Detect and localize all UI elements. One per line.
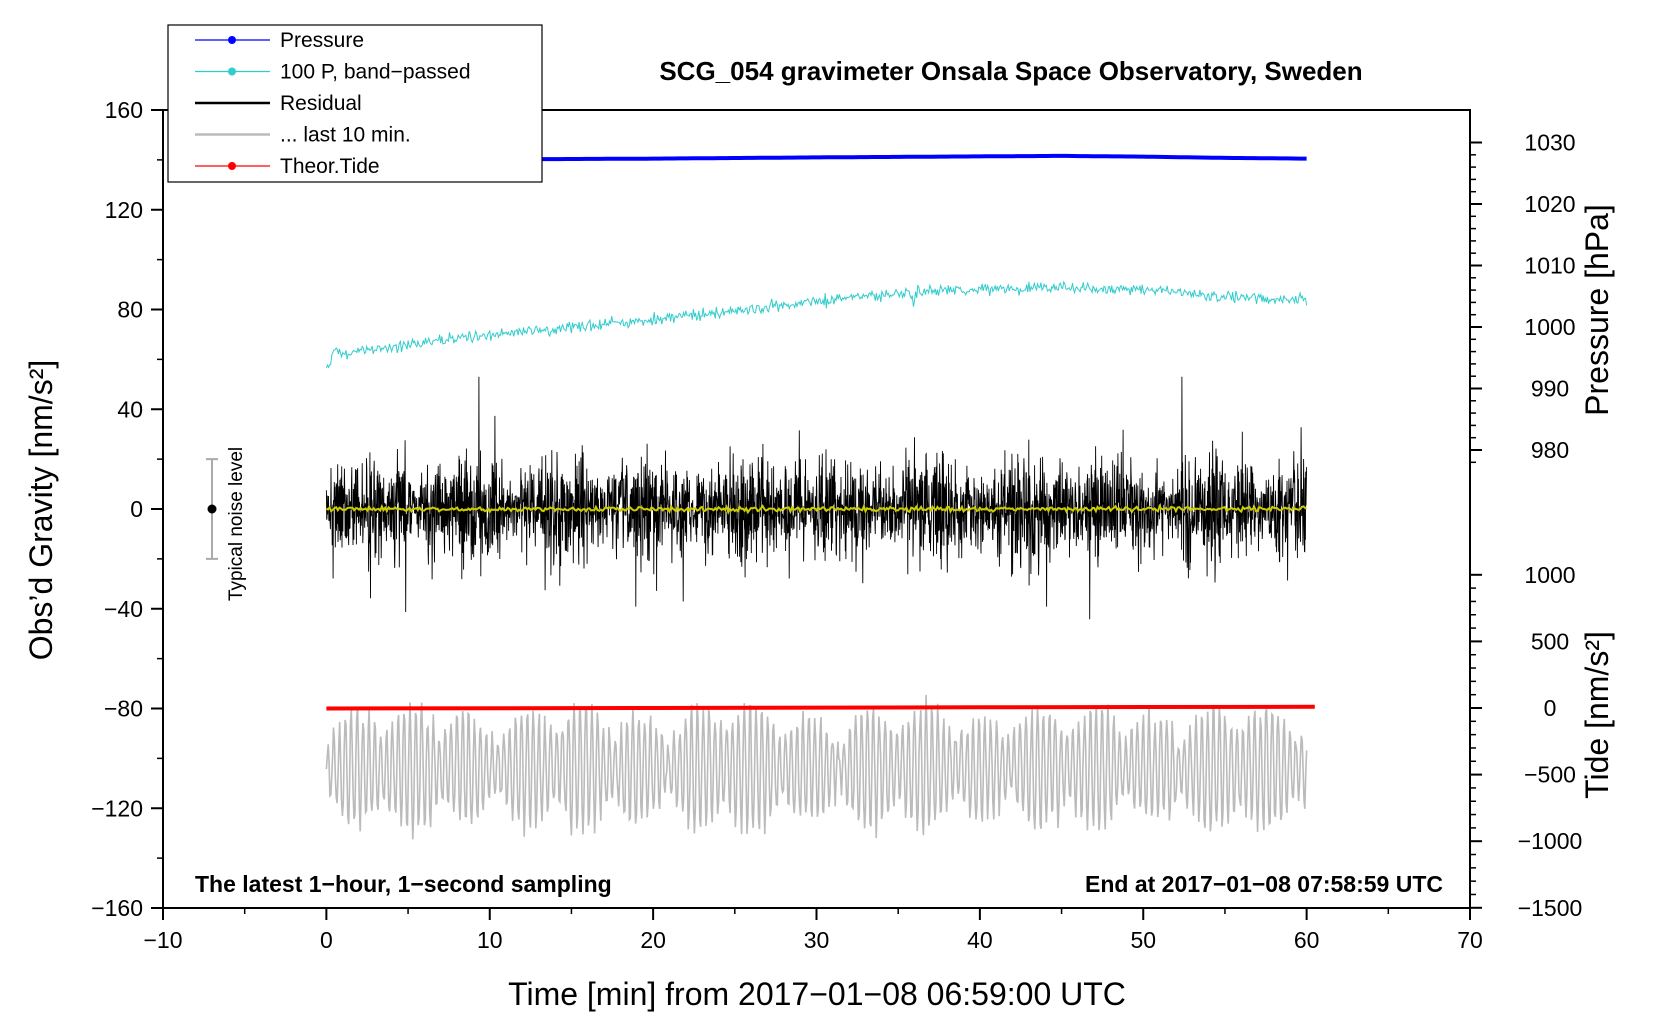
y-tick-label: 160 (105, 97, 143, 123)
x-tick-label: 10 (477, 927, 503, 953)
footer-left: The latest 1−hour, 1−second sampling (195, 871, 612, 897)
series-theoretical-tide (326, 704, 1315, 711)
x-tick-label: 30 (804, 927, 830, 953)
series-layer: Typical noise level (206, 153, 1315, 840)
y-tick-label: −40 (104, 596, 143, 622)
series-band-passed (325, 280, 1308, 369)
x-tick-label: −10 (143, 927, 182, 953)
x-axis-title: Time [min] from 2017−01−08 06:59:00 UTC (508, 976, 1126, 1012)
y-tick-label: −80 (104, 696, 143, 722)
legend-label: 100 P, band−passed (280, 61, 471, 84)
pressure-tick-label: 1010 (1524, 253, 1575, 279)
chart-title: SCG_054 gravimeter Onsala Space Observat… (659, 56, 1362, 86)
footer-right: End at 2017−01−08 07:58:59 UTC (1085, 871, 1443, 897)
tide-tick-label: 0 (1544, 695, 1557, 721)
x-tick-label: 0 (320, 927, 333, 953)
y-axis-title-pressure: Pressure [hPa] (1579, 204, 1615, 416)
legend-label: ... last 10 min. (280, 124, 411, 147)
tide-tick-label: 500 (1531, 628, 1569, 654)
y-tick-label: 120 (105, 197, 143, 223)
x-tick-label: 40 (967, 927, 993, 953)
pressure-tick-label: 980 (1531, 437, 1569, 463)
pressure-tick-label: 1000 (1524, 314, 1575, 340)
tide-tick-label: −500 (1524, 762, 1576, 788)
tide-tick-label: −1500 (1518, 895, 1583, 921)
x-tick-label: 60 (1294, 927, 1320, 953)
y-tick-label: −160 (91, 895, 143, 921)
y-tick-label: 40 (117, 396, 143, 422)
tide-tick-label: 1000 (1524, 562, 1575, 588)
pressure-tick-label: 990 (1531, 376, 1569, 402)
legend-swatch-marker (228, 67, 236, 76)
series-residual (325, 376, 1308, 620)
tide-tick-label: −1000 (1518, 828, 1583, 854)
axes-layer: −10 0 10 20 30 40 50 60 7016012080400−40−80−120−… (23, 97, 1615, 953)
legend-swatch-marker (228, 162, 236, 170)
pressure-tick-label: 1030 (1524, 130, 1575, 156)
y-tick-label: −120 (91, 795, 143, 821)
legend-label: Pressure (280, 29, 364, 52)
y-tick-label: 80 (117, 297, 143, 323)
pressure-tick-label: 1020 (1524, 191, 1575, 217)
legend-label: Theor.Tide (280, 155, 380, 178)
legend-label: Residual (280, 92, 362, 115)
y-axis-title-left: Obs’d Gravity [nm/s²] (23, 360, 59, 661)
x-tick-label: 20 (640, 927, 666, 953)
legend: Pressure 100 P, band−passed Residual ... la… (167, 24, 543, 183)
legend-swatch-marker (228, 36, 236, 44)
y-axis-title-tide: Tide [nm/s²] (1579, 631, 1615, 799)
x-tick-label: 50 (1130, 927, 1156, 953)
y-tick-label: 0 (130, 496, 143, 522)
noise-label: Typical noise level (226, 447, 247, 601)
series-residual-smoothed (325, 503, 1308, 515)
series-last-10-min (325, 694, 1308, 840)
noise-center-dot (207, 504, 217, 514)
series-pressure (506, 153, 1307, 162)
x-tick-label: 70 (1457, 927, 1483, 953)
